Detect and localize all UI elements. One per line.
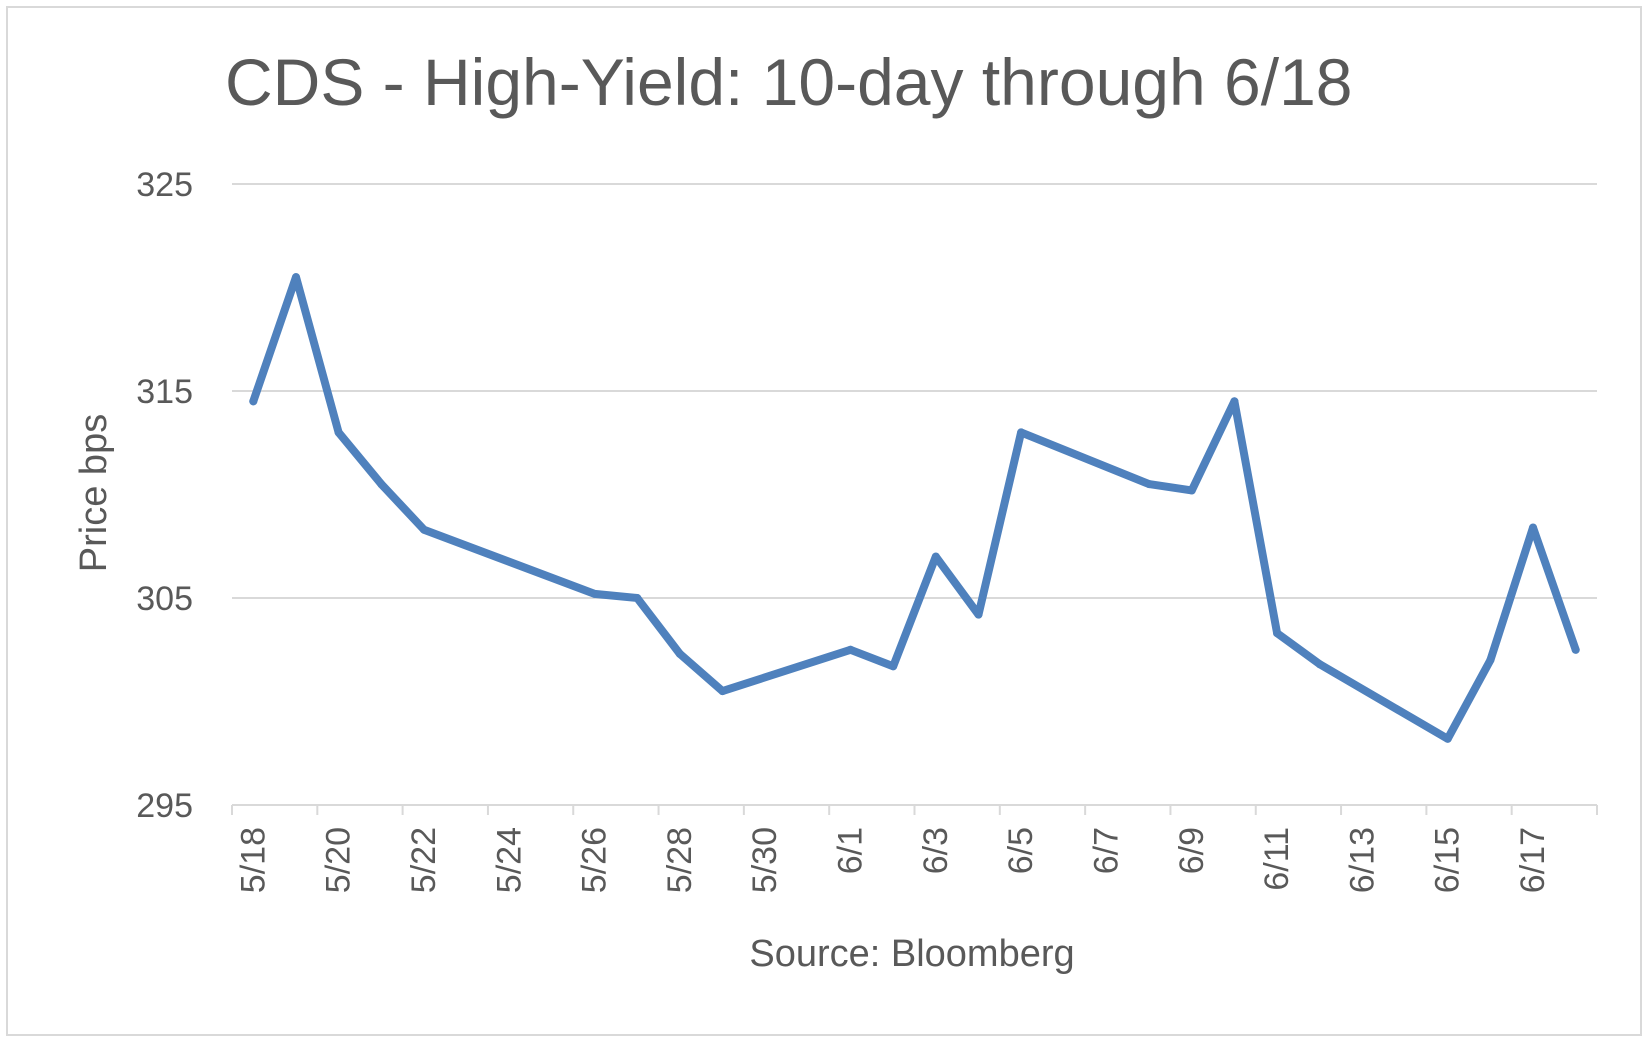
y-tick-label: 305	[136, 580, 193, 618]
data-point	[377, 480, 386, 489]
x-tick-label: 5/26	[576, 827, 614, 893]
x-tick-label: 5/22	[405, 827, 443, 893]
data-point	[718, 687, 727, 696]
data-point	[291, 273, 300, 282]
data-point	[334, 428, 343, 437]
chart-title: CDS - High-Yield: 10-day through 6/18	[225, 45, 1352, 119]
chart-frame	[6, 6, 1642, 1036]
data-point	[1145, 480, 1154, 489]
x-tick-label: 6/9	[1173, 827, 1211, 874]
data-point	[1486, 656, 1495, 665]
data-point	[675, 649, 684, 658]
data-point	[1187, 486, 1196, 495]
gridlines	[232, 183, 1597, 599]
x-tick-label: 6/1	[832, 827, 870, 874]
y-tick-label: 315	[136, 373, 193, 411]
data-point	[1230, 397, 1239, 406]
data-point	[846, 645, 855, 654]
y-tick-label: 325	[136, 166, 193, 204]
data-point	[1017, 428, 1026, 437]
data-point	[1315, 660, 1324, 669]
data-point	[1273, 629, 1282, 638]
y-axis-ticks: 295 305 315 325	[136, 166, 193, 825]
x-tick-label: 6/11	[1258, 827, 1296, 891]
data-point	[1443, 734, 1452, 743]
x-tick-label: 6/3	[917, 827, 955, 874]
data-point	[889, 662, 898, 671]
series-layer	[249, 273, 1580, 743]
x-tick-label: 5/24	[490, 827, 528, 893]
x-tick-label: 6/17	[1514, 827, 1552, 893]
series-line-0	[249, 273, 1580, 743]
data-point	[419, 525, 428, 534]
data-point	[1529, 523, 1538, 532]
y-axis-label: Price bps	[73, 414, 115, 572]
x-axis: 5/18 5/20 5/22 5/24 5/26 5/28 5/30 6/1 6/3 6/5 6/7…	[231, 804, 1598, 893]
x-axis-label: Source: Bloomberg	[749, 933, 1074, 975]
data-point	[1571, 645, 1580, 654]
data-point	[590, 589, 599, 598]
x-tick-label: 5/20	[320, 827, 358, 893]
data-point	[931, 552, 940, 561]
x-tick-label: 6/7	[1087, 827, 1125, 874]
y-tick-label: 295	[136, 787, 193, 825]
data-point	[249, 397, 258, 406]
data-point	[974, 610, 983, 619]
data-point	[633, 594, 642, 602]
x-tick-label: 5/30	[746, 827, 784, 893]
x-tick-label: 6/13	[1343, 827, 1381, 893]
x-tick-label: 6/15	[1429, 827, 1467, 893]
x-tick-label: 6/5	[1002, 827, 1040, 874]
x-tick-label: 5/28	[661, 827, 699, 893]
x-tick-label: 5/18	[234, 827, 272, 893]
